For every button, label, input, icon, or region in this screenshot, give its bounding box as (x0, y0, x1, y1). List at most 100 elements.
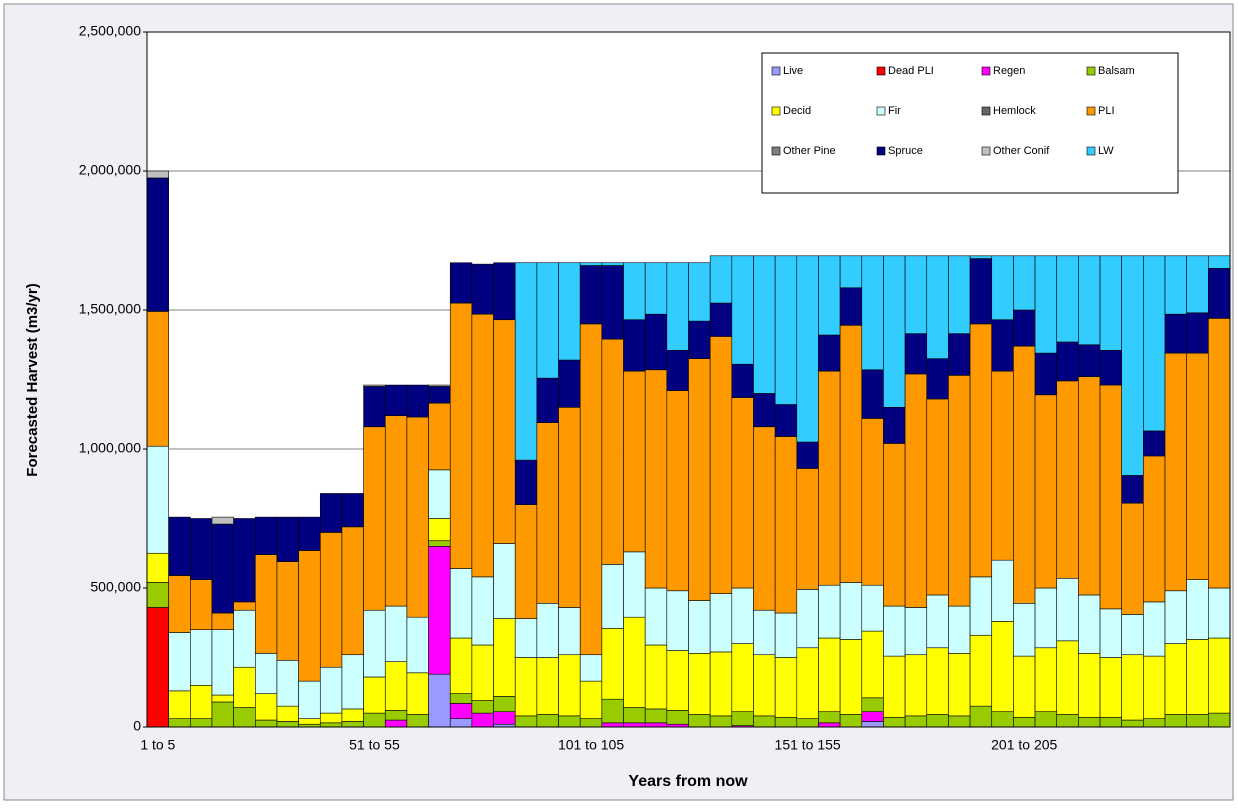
bar-segment (601, 564, 624, 629)
bar-segment (146, 311, 169, 447)
legend-swatch (771, 146, 781, 156)
bar-segment (319, 532, 343, 668)
bar-segment (991, 319, 1014, 372)
bar-segment (796, 589, 819, 649)
bar-segment (363, 426, 386, 611)
bar-segment (883, 443, 906, 607)
bar-segment (948, 255, 971, 334)
bar-segment (818, 584, 841, 639)
legend-swatch (876, 66, 886, 76)
bar-segment (536, 657, 559, 715)
bar-segment (926, 358, 949, 400)
bar-segment (363, 386, 386, 428)
bar-segment (1099, 716, 1123, 728)
bar-segment (428, 384, 451, 387)
bar-segment (514, 618, 538, 658)
bar-segment (211, 701, 234, 728)
bar-segment (1056, 341, 1079, 382)
bar-segment (753, 715, 776, 728)
bar-segment (796, 255, 819, 443)
bar-segment (839, 324, 863, 583)
bar-segment (1186, 312, 1209, 354)
bar-segment (644, 644, 668, 710)
bar-segment (601, 698, 624, 724)
bar-segment (363, 676, 386, 714)
bar-segment (1208, 637, 1231, 714)
bar-segment (969, 323, 993, 578)
bar-segment (1034, 711, 1058, 728)
bar-segment (774, 255, 798, 405)
bar-segment (536, 377, 559, 423)
bar-segment (211, 516, 234, 525)
bar-segment (1121, 255, 1144, 476)
bar-segment (1078, 716, 1101, 728)
bar-segment (666, 262, 689, 351)
bar-segment (341, 493, 364, 528)
bar-segment (731, 255, 754, 365)
legend-label: Hemlock (993, 105, 1036, 117)
bar-segment (558, 654, 581, 717)
bar-segment (341, 526, 364, 656)
legend-label: Regen (993, 65, 1025, 77)
bar-segment (1208, 318, 1231, 589)
x-tick-label: 101 to 105 (558, 737, 624, 753)
bar-segment (471, 644, 494, 701)
bar-segment (168, 632, 191, 692)
bar-segment (709, 651, 733, 717)
bar-segment (1056, 255, 1079, 343)
bar-segment (861, 711, 884, 722)
bar-segment (493, 262, 516, 321)
bar-segment (211, 612, 234, 631)
bar-segment (1013, 345, 1036, 604)
bar-segment (276, 721, 299, 728)
bar-segment (428, 540, 451, 547)
bar-segment (861, 418, 884, 586)
y-tick-label: 0 (133, 718, 141, 734)
bar-segment (839, 582, 863, 640)
bar-segment (1099, 255, 1123, 351)
legend-label: Decid (783, 105, 811, 117)
bar-segment (1078, 594, 1101, 654)
bar-segment (731, 643, 754, 713)
bar-segment (666, 710, 689, 725)
bar-segment (709, 302, 733, 337)
bar-segment (1208, 267, 1231, 319)
bar-segment (688, 714, 711, 728)
bar-segment (168, 690, 191, 719)
bar-segment (774, 612, 798, 658)
bar-segment (883, 605, 906, 657)
bar-segment (233, 707, 256, 728)
bar-segment (168, 575, 191, 633)
bar-segment (839, 714, 863, 728)
bar-segment (948, 715, 971, 728)
bar-segment (1143, 718, 1166, 728)
bar-segment (644, 262, 668, 315)
bar-segment (514, 504, 538, 619)
x-tick-label: 201 to 205 (991, 737, 1057, 753)
bar-segment (558, 359, 581, 408)
bar-segment (774, 657, 798, 718)
bar-segment (883, 716, 906, 728)
y-tick-label: 2,000,000 (79, 162, 141, 178)
bar-segment (774, 404, 798, 437)
bar-segment (796, 647, 819, 719)
legend-swatch (1086, 146, 1096, 156)
bar-segment (883, 406, 906, 444)
bar-segment (623, 707, 646, 724)
bar-segment (471, 700, 494, 714)
bar-segment (796, 718, 819, 728)
bar-segment (1164, 590, 1187, 644)
bar-segment (688, 653, 711, 715)
bar-segment (1186, 639, 1209, 715)
bar-segment (168, 718, 191, 728)
bar-segment (904, 715, 928, 728)
bar-segment (796, 441, 819, 469)
bar-segment (1121, 654, 1144, 721)
bar-segment (623, 319, 646, 372)
bar-segment (601, 338, 624, 565)
bar-segment (514, 657, 538, 717)
bar-segment (493, 618, 516, 697)
bar-segment (1186, 579, 1209, 640)
bar-segment (861, 255, 884, 371)
